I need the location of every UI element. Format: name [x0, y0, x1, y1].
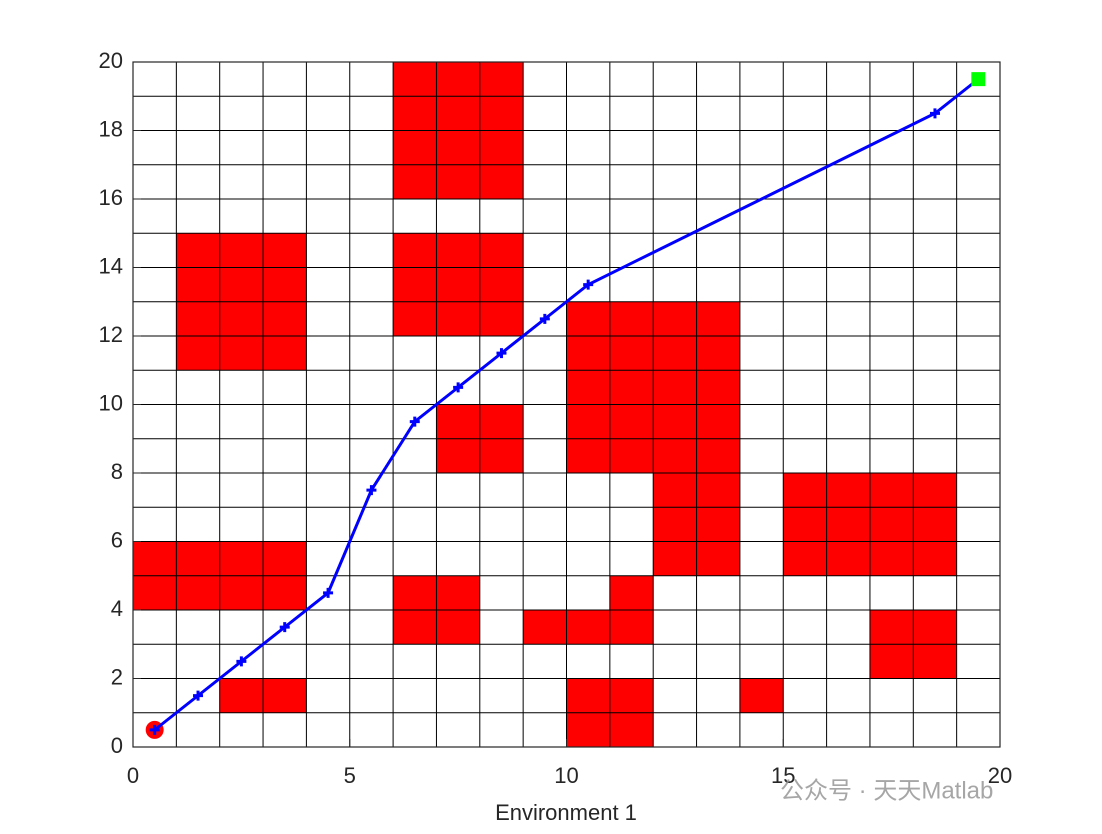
- path-marker: [366, 485, 377, 496]
- path-marker: [496, 348, 507, 359]
- obstacle: [393, 233, 524, 336]
- y-tick-label: 12: [99, 322, 123, 347]
- goal-marker: [971, 72, 986, 87]
- y-tick-label: 4: [111, 596, 123, 621]
- x-tick-label: 20: [988, 763, 1012, 788]
- watermark: 公众号 · 天天Matlab: [780, 777, 993, 804]
- path-marker: [583, 279, 594, 290]
- path-marker: [279, 622, 290, 633]
- obstacle: [523, 610, 654, 645]
- x-tick-label: 15: [771, 763, 795, 788]
- x-axis-label: Environment 1: [495, 800, 637, 825]
- path-marker: [539, 313, 550, 324]
- obstacle: [739, 678, 784, 713]
- y-tick-label: 0: [111, 733, 123, 758]
- obstacle: [609, 575, 654, 610]
- path-marker: [149, 724, 160, 735]
- x-tick-label: 0: [127, 763, 139, 788]
- x-tick-label: 5: [344, 763, 356, 788]
- y-tick-label: 20: [99, 48, 123, 73]
- path-marker: [929, 108, 940, 119]
- path-marker: [409, 416, 420, 427]
- path-marker: [236, 656, 247, 667]
- y-tick-label: 10: [99, 390, 123, 415]
- path-marker: [453, 382, 464, 393]
- y-tick-label: 18: [99, 116, 123, 141]
- y-tick-label: 16: [99, 185, 123, 210]
- path-marker: [323, 587, 334, 598]
- x-tick-label: 10: [554, 763, 578, 788]
- path-marker: [193, 690, 204, 701]
- y-tick-label: 2: [111, 664, 123, 689]
- y-tick-label: 6: [111, 527, 123, 552]
- y-tick-label: 8: [111, 459, 123, 484]
- y-tick-label: 14: [99, 253, 123, 278]
